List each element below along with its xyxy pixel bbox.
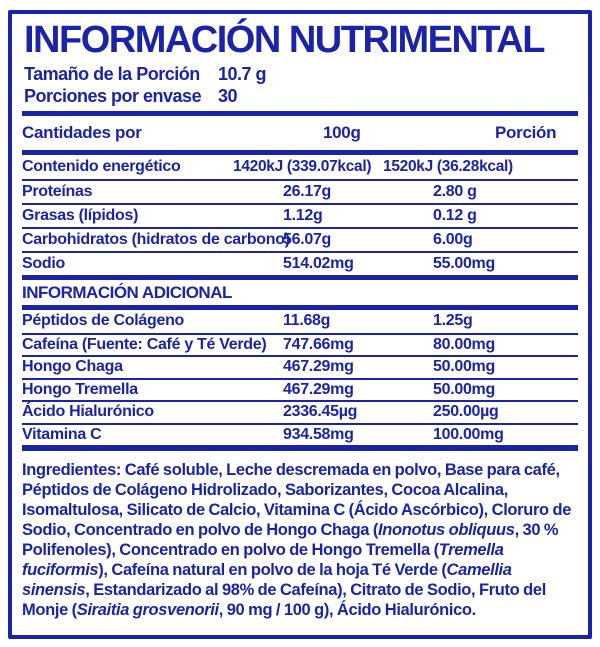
serving-info: Tamaño de la Porción 10.7 g Porciones po… bbox=[24, 63, 578, 107]
table-row: Grasas (lípidos) 1.12g 0.12 g bbox=[22, 203, 578, 227]
value-per-100g: 26.17g bbox=[283, 183, 332, 200]
value-per-100g: 467.29mg bbox=[283, 358, 354, 376]
additional-section-title: INFORMACIÓN ADICIONAL bbox=[22, 282, 232, 302]
divider bbox=[22, 305, 578, 310]
value-per-100g: 747.66mg bbox=[283, 335, 354, 353]
value-per-100g: 56.07g bbox=[283, 231, 332, 248]
ingredients-text: Ingredientes: Café soluble, Leche descre… bbox=[22, 461, 572, 539]
table-row: Carbohidratos (hidratos de carbono) 56.07… bbox=[22, 227, 578, 251]
table-row: Proteínas 26.17g 2.80 g bbox=[22, 179, 578, 203]
row-label: Péptidos de Colágeno bbox=[22, 312, 185, 330]
row-label: Hongo Chaga bbox=[22, 358, 123, 376]
row-label: Ácido Hialurónico bbox=[22, 403, 154, 421]
main-nutrition-table: Contenido energético 1420kJ (339.07kcal) 1… bbox=[22, 155, 578, 275]
row-label: Sodio bbox=[22, 255, 65, 272]
value-per-portion: 50.00mg bbox=[433, 380, 495, 398]
value-per-portion: 250.00µg bbox=[433, 403, 499, 421]
value-per-portion: 1520kJ (36.28kcal) bbox=[383, 158, 513, 175]
table-row: Péptidos de Colágeno 11.68g 1.25g bbox=[22, 310, 578, 333]
value-per-portion: 2.80 g bbox=[433, 183, 477, 200]
value-per-portion: 0.12 g bbox=[433, 207, 477, 224]
divider bbox=[22, 275, 578, 280]
ingredients-paragraph: Ingredientes: Café soluble, Leche descre… bbox=[22, 460, 578, 620]
table-row: Vitamina C 934.58mg 100.00mg bbox=[22, 422, 578, 446]
row-label: Cafeína (Fuente: Café y Té Verde) bbox=[22, 335, 267, 353]
row-label: Contenido energético bbox=[22, 158, 181, 175]
value-per-100g: 2336.45µg bbox=[283, 403, 358, 421]
divider bbox=[22, 111, 578, 116]
ingredient-species-name: Tremella fuciformis bbox=[22, 541, 504, 579]
column-header-100g: 100g bbox=[323, 123, 361, 142]
value-per-portion: 55.00mg bbox=[433, 255, 495, 272]
serving-size-label: Tamaño de la Porción bbox=[24, 64, 200, 84]
serving-size-value: 10.7 g bbox=[218, 64, 267, 84]
serving-size-row: Tamaño de la Porción 10.7 g bbox=[24, 63, 578, 85]
ingredients-text: ), Cafeína natural en polvo de la hoja T… bbox=[98, 561, 447, 579]
column-header-portion: Porción bbox=[495, 123, 557, 142]
divider bbox=[22, 150, 578, 155]
ingredient-species-name: Siraitia grosvenorii bbox=[76, 601, 219, 619]
ingredients-text: , 90 mg / 100 g), Ácido Hialurónico. bbox=[218, 601, 476, 619]
value-per-100g: 467.29mg bbox=[283, 380, 354, 398]
ingredient-species-name: Inonotus obliquus bbox=[378, 521, 515, 539]
table-row: Ácido Hialurónico 2336.45µg 250.00µg bbox=[22, 400, 578, 423]
value-per-portion: 1.25g bbox=[433, 312, 473, 330]
value-per-100g: 1420kJ (339.07kcal) bbox=[233, 158, 372, 175]
page-title: INFORMACIÓN NUTRIMENTAL bbox=[24, 19, 545, 61]
value-per-portion: 100.00mg bbox=[433, 425, 504, 443]
servings-per-container-label: Porciones por envase bbox=[24, 86, 202, 106]
row-label: Carbohidratos (hidratos de carbono) bbox=[22, 231, 290, 248]
row-label: Hongo Tremella bbox=[22, 380, 138, 398]
table-row: Sodio 514.02mg 55.00mg bbox=[22, 251, 578, 275]
value-per-100g: 514.02mg bbox=[283, 255, 354, 272]
value-per-portion: 80.00mg bbox=[433, 335, 495, 353]
servings-per-container-row: Porciones por envase 30 bbox=[24, 85, 578, 107]
row-label: Grasas (lípidos) bbox=[22, 207, 139, 224]
table-row: Cafeína (Fuente: Café y Té Verde) 747.66m… bbox=[22, 332, 578, 356]
table-row: Hongo Tremella 467.29mg 50.00mg bbox=[22, 377, 578, 401]
table-row: Contenido energético 1420kJ (339.07kcal) 1… bbox=[22, 155, 578, 179]
column-header-amounts: Cantidades por bbox=[22, 123, 142, 142]
value-per-100g: 934.58mg bbox=[283, 425, 354, 443]
nutrition-label: INFORMACIÓN NUTRIMENTAL Tamaño de la Por… bbox=[8, 10, 592, 639]
ingredient-species-name: Camellia sinensis bbox=[22, 561, 512, 599]
row-label: Proteínas bbox=[22, 183, 93, 200]
table-row: Hongo Chaga 467.29mg 50.00mg bbox=[22, 355, 578, 378]
value-per-portion: 6.00g bbox=[433, 231, 473, 248]
row-label: Vitamina C bbox=[22, 425, 102, 443]
divider bbox=[22, 445, 578, 451]
value-per-100g: 11.68g bbox=[283, 312, 331, 330]
additional-nutrition-table: Péptidos de Colágeno 11.68g 1.25g Cafeína (… bbox=[22, 310, 578, 445]
ingredients-text: , 30 % Polifenoles), Concentrado en polv… bbox=[22, 521, 559, 559]
value-per-100g: 1.12g bbox=[283, 207, 323, 224]
value-per-portion: 50.00mg bbox=[433, 358, 495, 376]
table-column-header: Cantidades por 100g Porción bbox=[22, 116, 578, 150]
servings-per-container-value: 30 bbox=[218, 86, 238, 106]
ingredients-text: , Estandarizado al 98% de Cafeína), Citr… bbox=[22, 581, 546, 619]
